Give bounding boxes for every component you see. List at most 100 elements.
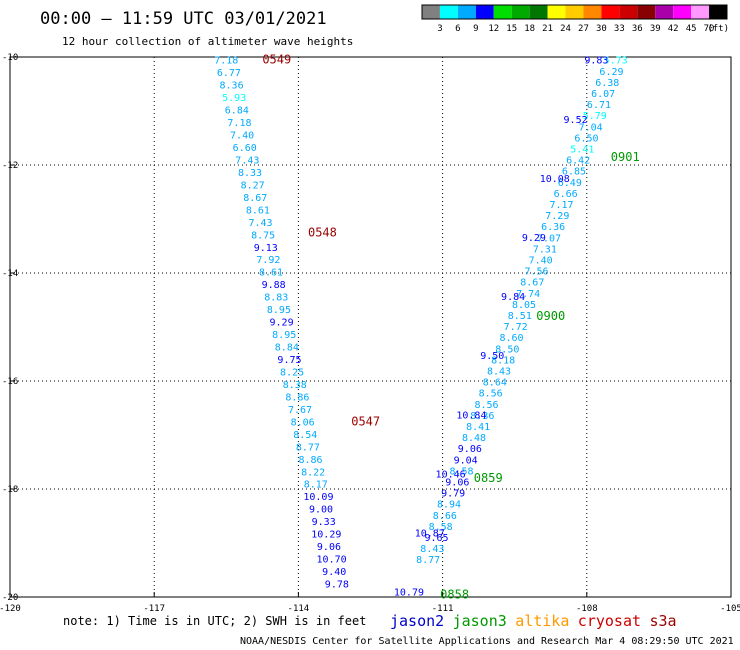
wave-height-label: 8.67 [243,193,267,204]
color-swatch [493,5,512,19]
color-scale-label: 42 [668,24,679,34]
wave-height-label: 8.67 [520,278,544,289]
satellite-legend: jason2 jason3 altika cryosat s3a [390,612,677,630]
wave-height-label: 7.40 [230,131,254,142]
wave-height-label: 6.85 [562,167,586,178]
satellite-s3a: s3a [650,612,677,630]
y-tick-label: -12 [2,161,18,171]
wave-height-label: 8.43 [420,544,444,555]
wave-height-label: 9.06 [458,444,482,455]
color-scale-frame [421,4,728,20]
wave-height-label: 8.48 [462,433,486,444]
color-scale-label: 33 [614,24,625,34]
wave-height-label: 6.77 [217,68,241,79]
wave-height-label: 7.43 [235,155,259,166]
y-tick-label: -10 [2,53,18,63]
wave-height-label: 10.08 [540,174,570,185]
wave-height-label: 5.93 [222,93,246,104]
wave-height-label: 7.07 [537,233,561,244]
wave-height-label: 6.36 [541,222,565,233]
pass-time-label: 0548 [308,226,337,240]
wave-height-label: 7.74 [516,289,540,300]
x-tick-label: -120 [0,604,21,614]
wave-height-label: 9.40 [322,567,346,578]
wave-height-label: 10.46 [436,469,466,480]
wave-height-label: 9.88 [262,280,286,291]
wave-height-label: 9.29 [270,318,294,329]
wave-height-label: 9.00 [309,505,333,516]
wave-height-label: 8.94 [437,500,461,511]
wave-height-label: 5.41 [570,145,594,156]
color-swatch [422,5,440,19]
wave-height-label: 8.77 [296,442,320,453]
color-swatch [709,5,727,19]
color-swatch [619,5,638,19]
color-swatch [529,5,548,19]
wave-height-label: 6.42 [566,156,590,167]
color-scale-label: 3 [437,24,442,34]
x-tick-label: -105 [720,604,740,614]
wave-height-label: 8.41 [466,422,490,433]
wave-height-label: 6.66 [554,189,578,200]
wave-height-label: 7.43 [248,218,272,229]
y-tick-label: -14 [2,269,18,279]
y-tick-label: -16 [2,377,18,387]
pass-time-label: 0859 [474,471,503,485]
wave-height-label: 7.92 [256,255,280,266]
wave-height-label: 8.22 [301,467,325,478]
wave-height-label: 10.70 [317,555,347,566]
color-scale-label: 12 [488,24,499,34]
color-swatch [601,5,620,19]
wave-height-label: 7.04 [579,122,603,133]
wave-height-label: 9.04 [454,455,478,466]
wave-height-label: 10.29 [311,530,341,541]
color-swatch [565,5,584,19]
y-tick-label: -20 [2,593,18,603]
wave-height-label: 7.67 [288,405,312,416]
wave-height-label: 8.86 [298,455,322,466]
wave-height-label: 8.27 [241,180,265,191]
color-swatch [511,5,530,19]
wave-height-label: 8.43 [487,367,511,378]
color-scale-unit: (ft) [707,24,729,34]
wave-height-label: 9.65 [424,533,448,544]
color-swatch [691,5,710,19]
wave-height-label: 8.56 [479,389,503,400]
wave-height-label: 5.73 [604,56,628,67]
wave-height-label: 6.49 [558,178,582,189]
wave-height-label: 8.05 [512,300,536,311]
x-tick-label: -108 [576,604,598,614]
wave-height-label: 6.84 [225,106,249,117]
color-scale-label: 45 [686,24,697,34]
wave-height-label: 8.51 [508,311,532,322]
wave-height-label: 8.56 [474,400,498,411]
wave-height-label: 8.58 [429,522,453,533]
satellite-jason3: jason3 [453,612,507,630]
color-swatch [457,5,476,19]
color-scale-label: 6 [455,24,460,34]
wave-height-label: 8.17 [304,480,328,491]
pass-time-label: 0901 [611,150,640,164]
wave-height-label: 7.56 [524,267,548,278]
color-swatch [475,5,494,19]
color-scale-label: 70 [704,24,715,34]
wave-height-label: 8.06 [291,417,315,428]
wave-height-label: 7.31 [533,244,557,255]
wave-height-label: 7.29 [545,211,569,222]
wave-height-label: 9.50 [480,351,504,362]
satellite-altika: altika [515,612,569,630]
color-swatch [673,5,692,19]
y-tick-label: -18 [2,485,18,495]
pass-time-label: 0858 [440,587,469,601]
wave-height-label: 8.84 [275,343,299,354]
wave-height-label: 8.77 [416,555,440,566]
pass-time-label: 0900 [536,309,565,323]
wave-height-label: 8.36 [470,411,494,422]
color-scale-label: 9 [473,24,478,34]
wave-height-label: 10.87 [415,529,445,540]
wave-height-label: 8.75 [251,230,275,241]
wave-height-label: 8.25 [280,367,304,378]
color-scale-label: 30 [596,24,607,34]
x-tick-label: -111 [432,604,454,614]
